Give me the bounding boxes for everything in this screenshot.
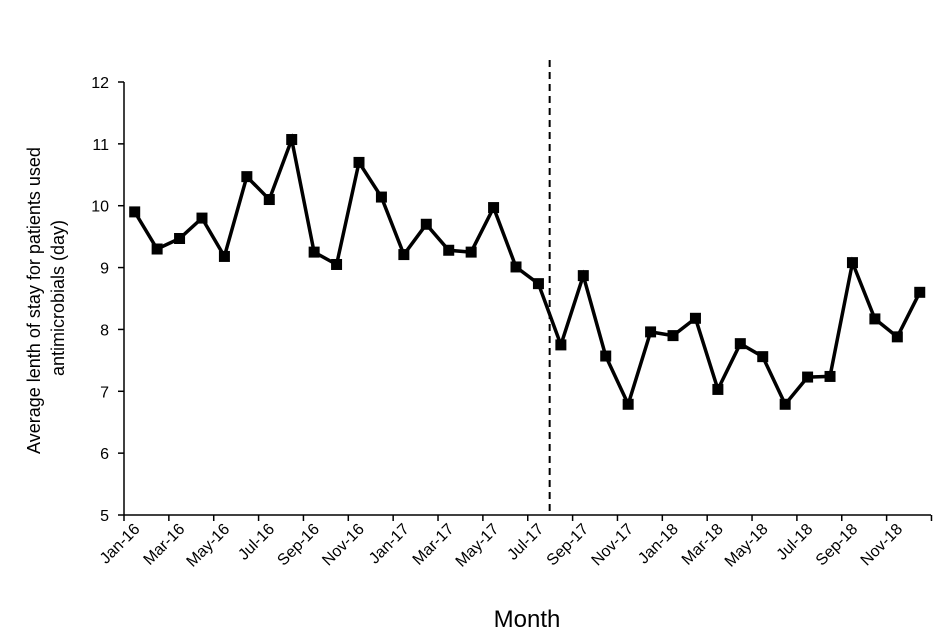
x-tick-label: May-17 [453,521,503,571]
data-point [420,218,432,230]
data-point [600,350,612,362]
y-tick-label: 5 [100,508,109,525]
y-tick-label: 11 [92,137,109,154]
data-point [465,246,477,258]
y-tick-label: 8 [100,322,109,339]
data-point [488,202,500,214]
data-point [398,249,410,261]
x-tick-label: Jan-16 [97,521,144,568]
x-tick-label: Sep-16 [274,521,323,570]
data-point [891,331,903,343]
data-point [689,312,701,324]
y-tick-label: 7 [100,384,109,401]
x-tick-label: Jul-17 [504,521,547,564]
data-point [331,258,343,270]
data-point [757,351,769,363]
data-point [443,244,455,256]
data-point [375,191,387,203]
data-point [308,246,320,258]
y-axis-title-line-2: antimicrobials (day) [48,220,68,376]
data-point [196,212,208,224]
y-tick-label: 10 [91,199,109,216]
x-tick-label: Jul-16 [235,521,278,564]
data-point [734,338,746,350]
data-point [532,278,544,290]
data-point [218,250,230,262]
y-ticks: 5 6 7 8 9 10 11 12 [91,75,124,525]
y-axis: 5 6 7 8 9 10 11 12 [91,75,125,525]
data-point [151,243,163,255]
x-tick-label: May-18 [722,521,772,571]
y-tick-label: 9 [100,261,109,278]
x-tick-label: Nov-17 [588,521,637,570]
x-tick-label: Jul-18 [774,521,817,564]
x-tick-label: Mar-16 [141,521,189,569]
data-point [555,339,567,351]
data-point [802,371,814,383]
x-tick-label: Sep-18 [813,521,862,570]
y-axis-title: Average lenth of stay for patients used … [24,142,68,454]
data-point [263,194,275,206]
x-tick-label: Jan-18 [635,521,682,568]
data-point [353,156,365,168]
data-point [824,370,836,382]
x-axis-title: Month [494,606,561,633]
y-tick-label: 12 [91,75,109,92]
x-tick-label: Nov-16 [319,521,368,570]
y-axis-title-line-1: Average lenth of stay for patients used [24,147,44,454]
data-point [286,134,298,146]
data-point [914,286,926,298]
data-point [712,383,724,395]
series-line [133,133,922,410]
data-markers [129,134,926,410]
data-point [779,398,791,410]
data-point [241,171,253,183]
data-point [645,326,657,338]
x-tick-label: Mar-17 [410,521,458,569]
x-tick-label: Mar-18 [679,521,727,569]
data-point [129,206,141,218]
data-point [846,257,858,269]
data-point [174,232,186,244]
x-tick-label: May-16 [183,521,233,571]
data-point [869,313,881,325]
x-tick-label: Nov-18 [858,521,907,570]
data-point [577,270,589,282]
x-tick-label: Sep-17 [544,521,593,570]
data-point [667,330,679,342]
y-tick-label: 6 [100,446,109,463]
x-tick-label: Jan-17 [366,521,413,568]
data-point [510,261,522,273]
data-point [622,398,634,410]
